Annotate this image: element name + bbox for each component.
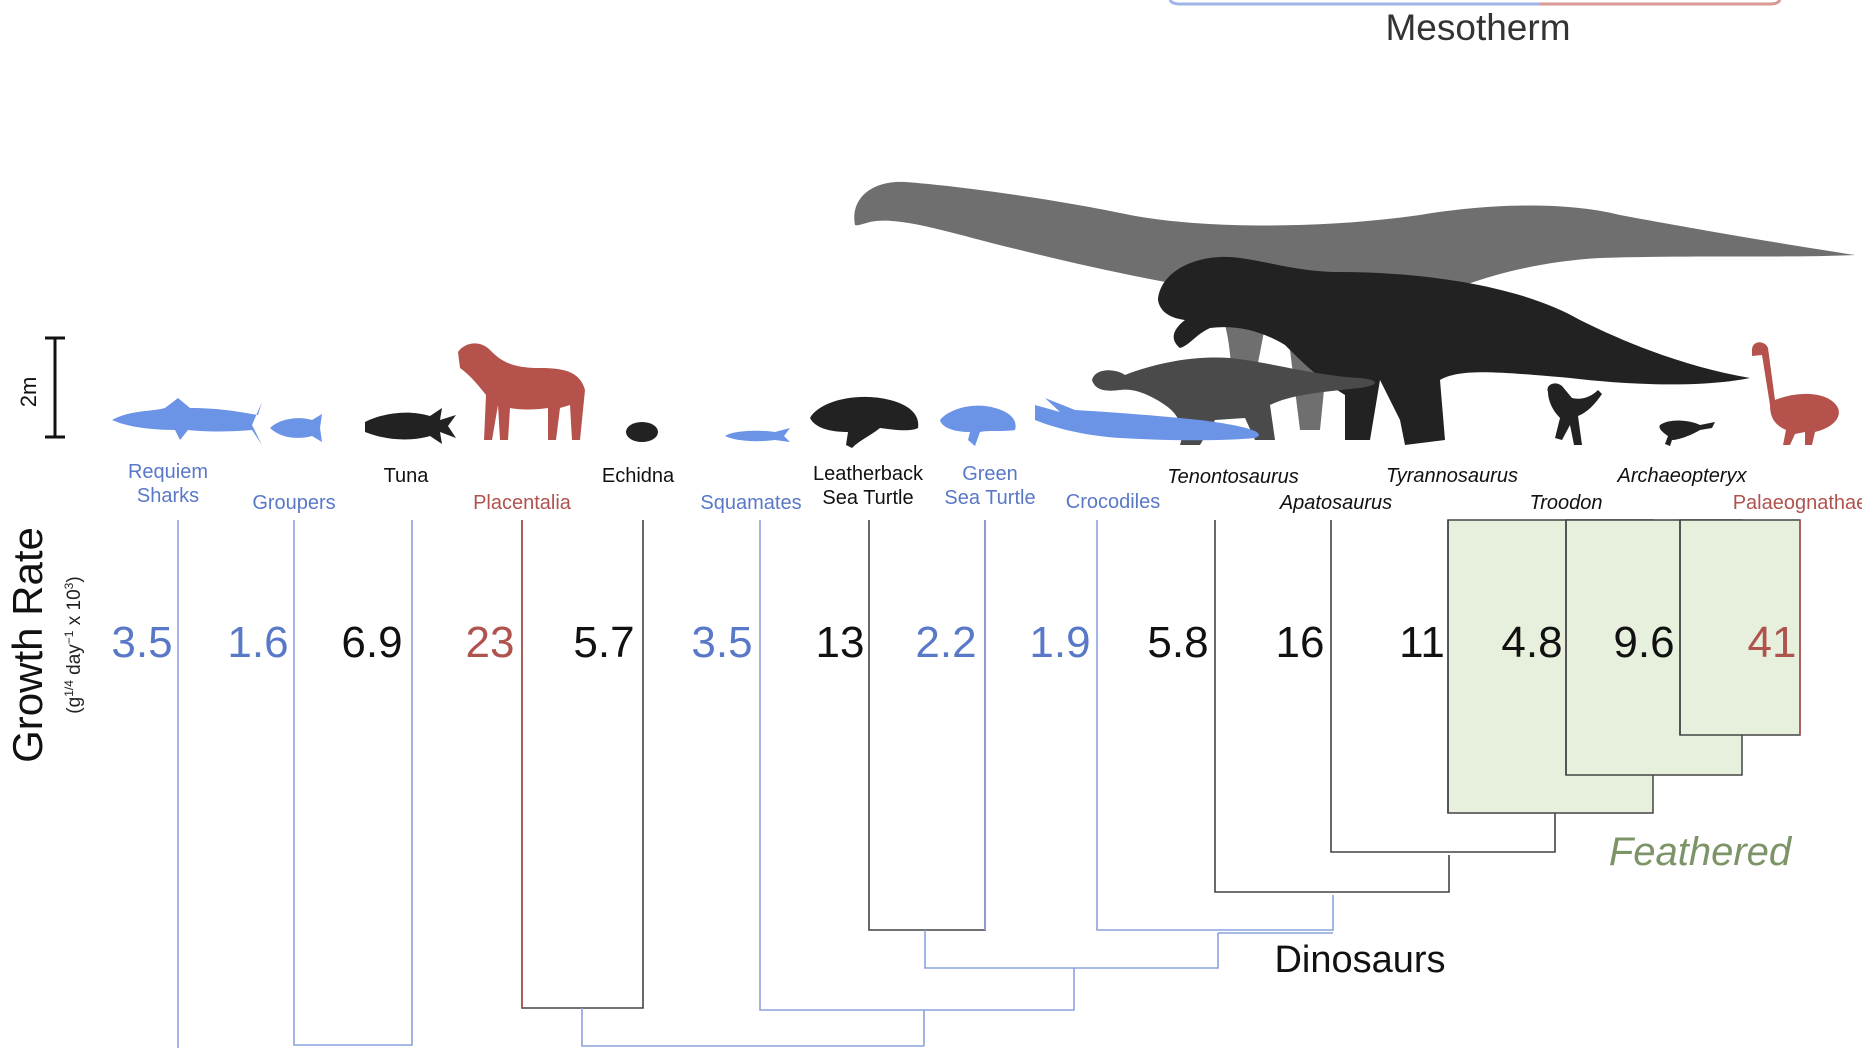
legend-bar-ectotherm [1168, 0, 1540, 6]
growth-rate-value: 5.7 [573, 618, 634, 667]
shark-silhouette [112, 398, 262, 445]
growth-rate-value: 1.9 [1029, 618, 1090, 667]
taxon-label: Tyrannosaurus [1386, 465, 1518, 487]
branch-tenontosaurus [1214, 520, 1450, 893]
legend-bar-endotherm [1540, 0, 1782, 6]
green-turtle-silhouette [940, 405, 1016, 446]
taxon-label: Squamates [700, 492, 801, 514]
growth-rate-value: 9.6 [1613, 618, 1674, 667]
growth-rate-value: 6.9 [341, 618, 402, 667]
y-axis-title: Growth Rate (g1/4 day−1 x 103) [4, 527, 85, 763]
tenontosaurus-silhouette [1092, 357, 1375, 445]
growth-rates: 3.5 1.6 6.9 23 5.7 3.5 13 2.2 1.9 5.8 16 11 4.8 9.6 41 [111, 618, 1796, 667]
growth-rate-value: 4.8 [1501, 618, 1562, 667]
branch-crocodiles [1096, 520, 1334, 931]
growth-rate-value: 1.6 [227, 618, 288, 667]
horse-silhouette [458, 343, 585, 440]
tyrannosaurus-silhouette [1158, 256, 1750, 445]
growth-rate-value: 13 [816, 618, 865, 667]
branch-archosauria-turtles [924, 930, 1219, 969]
taxon-label: Tenontosaurus [1167, 466, 1299, 488]
crocodile-silhouette [1035, 398, 1259, 441]
feathered-clade: Feathered [1447, 519, 1801, 874]
branch-turtles [868, 520, 986, 931]
growth-rate-title: Growth Rate [4, 527, 51, 763]
silhouettes [112, 181, 1855, 448]
phylogenetic-tree: Dinosaurs [177, 520, 1801, 1048]
taxon-label: Groupers [252, 492, 335, 514]
taxon-labels: Requiem Sharks Groupers Tuna Placentalia Echi… [128, 461, 1862, 514]
growth-rate-value: 16 [1276, 618, 1325, 667]
branch-apatosaurus [1330, 520, 1556, 853]
growth-rate-value: 3.5 [111, 618, 172, 667]
archaeopteryx-silhouette [1659, 420, 1715, 446]
taxon-label: Placentalia [473, 492, 572, 514]
echidna-silhouette [626, 422, 658, 442]
scale-bar: 2m [16, 336, 65, 439]
taxon-label: Palaeognathae [1733, 492, 1862, 514]
troodon-silhouette [1547, 383, 1602, 445]
mesotherm-label: Mesotherm [1385, 7, 1570, 48]
lizard-silhouette [725, 428, 790, 442]
growth-rate-value: 3.5 [691, 618, 752, 667]
growth-rate-value: 5.8 [1147, 618, 1208, 667]
feathered-label: Feathered [1609, 830, 1793, 874]
grouper-silhouette [270, 414, 322, 442]
leatherback-turtle-silhouette [810, 396, 919, 448]
ratite-silhouette [1752, 342, 1839, 445]
taxon-label: Requiem Sharks [128, 461, 208, 507]
growth-rate-value: 23 [466, 618, 515, 667]
growth-rate-value: 41 [1748, 618, 1797, 667]
growth-rate-units: (g1/4 day−1 x 103) [62, 576, 85, 713]
feathered-box-inner [1679, 519, 1801, 736]
scale-bar-label: 2m [16, 377, 41, 408]
taxon-label: Tuna [384, 465, 430, 487]
taxon-label: Crocodiles [1066, 491, 1160, 513]
dinosaurs-label: Dinosaurs [1274, 939, 1445, 981]
taxon-label: Echidna [602, 465, 675, 487]
growth-rate-value: 11 [1399, 618, 1445, 667]
taxon-label: Archaeopteryx [1617, 465, 1748, 487]
branch-placentalia-echidna [521, 520, 644, 1009]
growth-rate-value: 2.2 [915, 618, 976, 667]
taxon-label: Leatherback Sea Turtle [813, 463, 924, 509]
branch-amniota-root [581, 1008, 924, 1047]
taxon-label: Troodon [1529, 492, 1602, 514]
taxon-label: Apatosaurus [1279, 492, 1392, 514]
branch-groupers-tuna [293, 520, 413, 1046]
thermy-legend: Mesotherm [1168, 0, 1782, 48]
taxon-label: Green Sea Turtle [944, 463, 1035, 509]
tuna-silhouette [365, 408, 456, 444]
branch-squamates [759, 520, 1075, 1011]
